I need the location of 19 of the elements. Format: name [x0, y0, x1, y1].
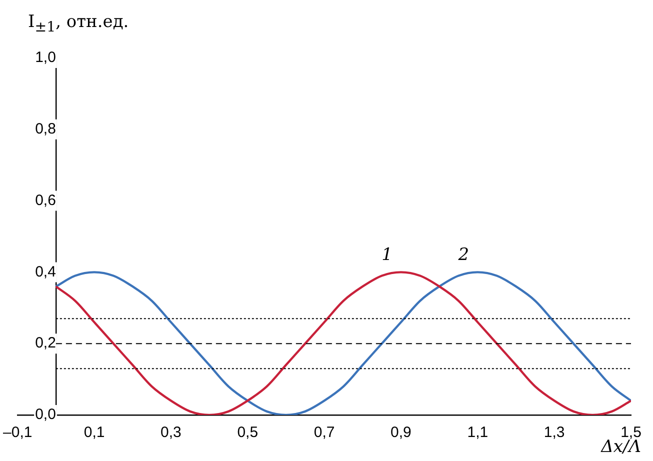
y-tick-label: 0,0 — [35, 406, 56, 424]
x-tick-label: 0,9 — [390, 424, 412, 442]
x-tick-label: 0,1 — [84, 424, 105, 442]
x-tick-label: 0,5 — [237, 424, 258, 442]
x-tick-label: 1,3 — [544, 424, 565, 442]
y-tick-label: 0,4 — [35, 263, 56, 280]
y-tick-label: 0,6 — [35, 192, 56, 209]
line-series — [54, 271, 631, 415]
y-axis-title: I$_{±1}$, отн.ед. — [28, 12, 129, 36]
y-tick-label: 1,0 — [35, 49, 56, 66]
y-tick-label: 0,2 — [35, 334, 56, 352]
x-axis-title: Δx/Λ — [601, 437, 641, 457]
y-tick-label: 0,8 — [35, 120, 56, 138]
x-tick-label: 0,7 — [314, 424, 335, 442]
series-label: 2 — [457, 245, 470, 266]
series-label: 1 — [382, 245, 392, 266]
x-tick-label: 1,1 — [467, 424, 488, 442]
x-tick-label: –0,1 — [2, 424, 32, 442]
x-tick-label: 0,3 — [160, 424, 182, 442]
